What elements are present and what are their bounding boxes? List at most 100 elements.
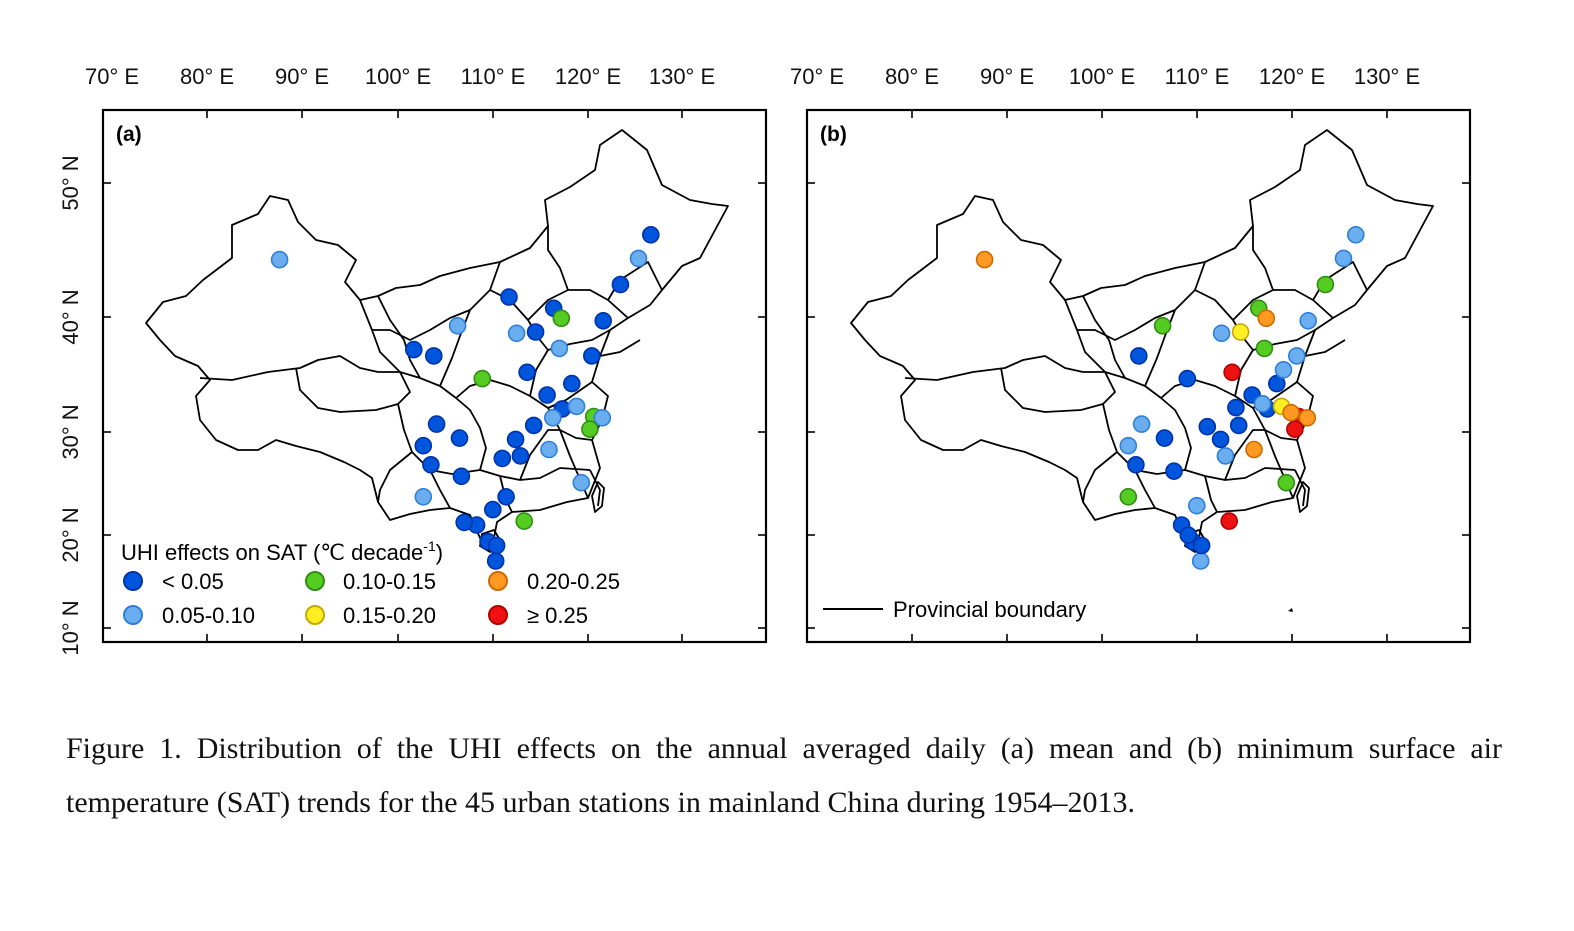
legend-item: 0.10-0.15 bbox=[305, 569, 436, 594]
station-marker bbox=[1257, 309, 1276, 328]
station-marker bbox=[1299, 311, 1317, 330]
map-frame-a bbox=[101, 108, 768, 644]
provincial-boundary bbox=[199, 355, 379, 381]
legend-swatch bbox=[123, 605, 143, 625]
x-tick-label: 90° E bbox=[980, 64, 1034, 89]
station-marker bbox=[404, 340, 423, 359]
map-panel-a: 70° E 80° E 90° E 100° E 110° E 120° E 1… bbox=[58, 64, 768, 656]
station-marker bbox=[572, 473, 591, 492]
figure-caption: Figure 1. Distribution of the UHI effect… bbox=[66, 732, 1502, 819]
legend-label: ≥ 0.25 bbox=[527, 603, 588, 628]
station-marker bbox=[1119, 487, 1138, 506]
x-tick-label: 100° E bbox=[365, 64, 431, 89]
provincial-boundary bbox=[1077, 309, 1176, 341]
provincial-boundary bbox=[372, 309, 471, 341]
x-tick-label: 100° E bbox=[1069, 64, 1135, 89]
station-marker bbox=[1216, 447, 1235, 465]
station-marker bbox=[500, 288, 518, 306]
provincial-boundary bbox=[547, 226, 569, 291]
legend-title-sup: -1 bbox=[423, 538, 436, 554]
south-sea-islands-marker bbox=[1288, 608, 1293, 612]
station-marker bbox=[1165, 462, 1183, 481]
station-marker bbox=[1268, 374, 1286, 393]
station-marker bbox=[594, 311, 613, 330]
x-tick-label: 110° E bbox=[461, 64, 526, 89]
station-marker bbox=[424, 347, 443, 365]
station-marker bbox=[582, 347, 601, 365]
x-tick-labels-b: 70° E 80° E 90° E 100° E 110° E 120° E 1… bbox=[790, 64, 1420, 89]
x-tick-label: 110° E bbox=[1165, 64, 1230, 89]
provincial-boundary bbox=[1252, 226, 1274, 291]
station-marker bbox=[581, 420, 599, 439]
axis-ticks-a bbox=[103, 110, 766, 642]
provincial-boundary bbox=[1304, 339, 1346, 357]
station-marker bbox=[1282, 403, 1300, 422]
boundary-legend-label: Provincial boundary bbox=[893, 597, 1086, 622]
provincial-boundary bbox=[1204, 475, 1218, 513]
x-tick-label: 70° E bbox=[85, 64, 139, 89]
legend-label: 0.20-0.25 bbox=[527, 569, 620, 594]
station-marker bbox=[562, 374, 581, 393]
provincial-boundary bbox=[1134, 469, 1156, 509]
station-marker bbox=[1132, 415, 1151, 433]
provincial-boundary bbox=[1224, 429, 1298, 481]
island-boundary bbox=[591, 481, 605, 513]
panel-label-b: (b) bbox=[820, 123, 847, 146]
station-marker bbox=[518, 363, 536, 382]
station-marker bbox=[629, 249, 648, 268]
x-tick-label: 90° E bbox=[275, 64, 329, 89]
provincial-boundary bbox=[1294, 469, 1306, 507]
station-marker bbox=[1347, 226, 1365, 244]
station-marker bbox=[543, 408, 562, 427]
station-marker bbox=[507, 324, 526, 343]
provincial-boundary bbox=[295, 367, 399, 413]
legend-item: < 0.05 bbox=[123, 569, 224, 594]
station-marker bbox=[1255, 339, 1274, 358]
provincial-boundary bbox=[547, 381, 593, 409]
y-tick-label: 40° N bbox=[58, 289, 83, 344]
station-marker bbox=[422, 455, 440, 474]
station-marker bbox=[975, 250, 994, 269]
x-tick-label: 130° E bbox=[649, 64, 715, 89]
station-marker bbox=[1286, 420, 1304, 439]
legend-label: 0.05-0.10 bbox=[162, 603, 255, 628]
provincial-boundary bbox=[429, 469, 451, 509]
provincial-boundary bbox=[455, 397, 487, 471]
x-tick-labels-a: 70° E 80° E 90° E 100° E 110° E 120° E 1… bbox=[85, 64, 715, 89]
y-tick-label: 30° N bbox=[58, 404, 83, 459]
station-marker bbox=[486, 552, 505, 570]
station-marker bbox=[524, 416, 543, 435]
station-marker bbox=[1127, 455, 1145, 474]
axis-ticks-b bbox=[807, 110, 1470, 642]
stations-b bbox=[975, 226, 1365, 570]
station-marker bbox=[1191, 552, 1210, 570]
country-outline bbox=[145, 129, 729, 549]
station-marker bbox=[1274, 360, 1293, 379]
station-marker bbox=[493, 449, 512, 468]
provincial-boundary bbox=[1083, 371, 1146, 387]
provincial-boundary bbox=[359, 299, 411, 405]
station-marker bbox=[550, 339, 569, 358]
station-marker bbox=[1179, 526, 1198, 545]
station-marker bbox=[1288, 347, 1306, 365]
provincial-boundary bbox=[519, 429, 593, 481]
station-marker bbox=[1188, 496, 1206, 515]
station-marker bbox=[270, 250, 289, 269]
panel-label-a: (a) bbox=[116, 123, 142, 146]
provincial-boundary bbox=[1144, 385, 1162, 399]
provincial-boundaries-a bbox=[145, 129, 729, 553]
station-marker bbox=[1253, 394, 1272, 413]
station-marker bbox=[473, 369, 492, 388]
provincial-boundaries-b bbox=[850, 129, 1434, 553]
station-marker bbox=[1229, 416, 1248, 435]
provincial-boundary bbox=[1000, 367, 1104, 413]
station-marker bbox=[1231, 323, 1250, 341]
station-marker bbox=[1130, 347, 1148, 365]
station-marker bbox=[1220, 512, 1238, 530]
provincial-boundary bbox=[1064, 299, 1116, 405]
map-frame-b bbox=[805, 108, 1472, 644]
x-tick-label: 80° E bbox=[885, 64, 939, 89]
station-marker bbox=[414, 487, 433, 506]
x-tick-label: 120° E bbox=[555, 64, 621, 89]
x-tick-label: 130° E bbox=[1354, 64, 1420, 89]
